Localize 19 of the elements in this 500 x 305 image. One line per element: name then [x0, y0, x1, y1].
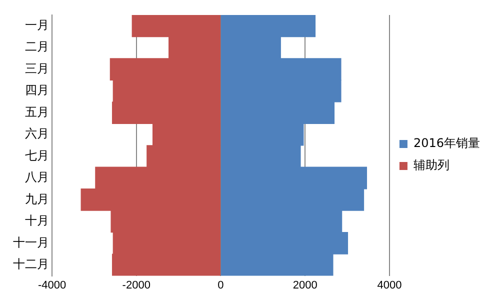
legend-label: 2016年销量 — [413, 136, 480, 150]
y-tick-label: 四月 — [25, 83, 49, 98]
y-tick-label: 六月 — [25, 126, 49, 141]
y-tick-label: 十一月 — [13, 235, 49, 250]
x-tick-label: -2000 — [122, 279, 150, 292]
x-tick-label: 0 — [218, 279, 224, 292]
y-tick-label: 七月 — [25, 148, 49, 162]
x-tick-label: -4000 — [38, 279, 66, 292]
y-tick-label: 十二月 — [13, 257, 49, 272]
y-tick-label: 八月 — [25, 170, 49, 184]
x-tick-label: 2000 — [292, 279, 318, 292]
y-tick-label: 九月 — [25, 192, 49, 206]
y-tick-label: 一月 — [25, 18, 49, 32]
legend-label: 辅助列 — [413, 158, 450, 172]
y-tick-label: 二月 — [25, 40, 49, 54]
x-tick-label: 4000 — [377, 279, 402, 292]
y-tick-label: 十月 — [25, 214, 49, 228]
y-tick-label: 三月 — [25, 61, 49, 76]
y-tick-label: 五月 — [25, 104, 49, 119]
